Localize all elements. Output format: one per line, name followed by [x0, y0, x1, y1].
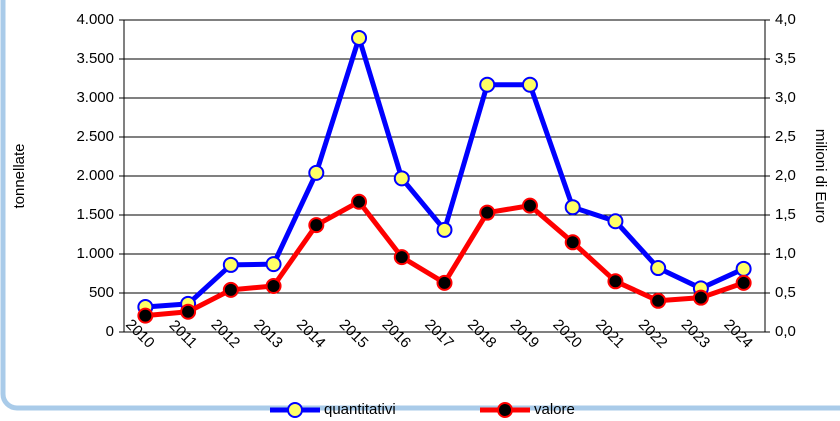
y2-axis-label: milioni di Euro [812, 129, 829, 223]
y2-tick-label: 3,0 [775, 89, 796, 106]
legend-label: valore [534, 401, 575, 418]
legend-label: quantitativi [324, 401, 396, 418]
data-point [436, 274, 453, 291]
data-point [308, 164, 325, 181]
data-point [351, 193, 368, 210]
y-tick-label: 4.000 [76, 11, 114, 28]
data-point [308, 217, 325, 234]
data-point [735, 274, 752, 291]
data-point [650, 292, 667, 309]
data-point [222, 281, 239, 298]
y-tick-label: 2.500 [76, 128, 114, 145]
data-point [521, 197, 538, 214]
data-point [265, 277, 282, 294]
data-point [351, 29, 368, 46]
data-point [735, 260, 752, 277]
y-tick-label: 0 [106, 323, 114, 340]
data-point [180, 303, 197, 320]
data-point [607, 273, 624, 290]
y2-tick-label: 1,5 [775, 206, 796, 223]
y2-tick-label: 2,5 [775, 128, 796, 145]
legend-marker [497, 402, 513, 418]
y2-tick-label: 0,0 [775, 323, 796, 340]
y-tick-label: 2.000 [76, 167, 114, 184]
data-point [222, 256, 239, 273]
y2-tick-label: 0,5 [775, 284, 796, 301]
legend-marker [287, 402, 303, 418]
y-tick-label: 1.000 [76, 245, 114, 262]
data-point [265, 256, 282, 273]
data-point [137, 307, 154, 324]
y2-tick-label: 4,0 [775, 11, 796, 28]
data-point [521, 76, 538, 93]
data-point [393, 249, 410, 266]
data-point [607, 213, 624, 230]
data-point [564, 234, 581, 251]
y2-tick-label: 2,0 [775, 167, 796, 184]
data-point [436, 221, 453, 238]
data-point [393, 170, 410, 187]
data-point [650, 260, 667, 277]
y2-tick-label: 1,0 [775, 245, 796, 262]
data-point [564, 199, 581, 216]
y-tick-label: 3.000 [76, 89, 114, 106]
data-point [692, 289, 709, 306]
y-axis-label: tonnellate [11, 143, 28, 208]
data-point [479, 76, 496, 93]
data-point [479, 204, 496, 221]
y-tick-label: 1.500 [76, 206, 114, 223]
y-tick-label: 3.500 [76, 50, 114, 67]
y2-tick-label: 3,5 [775, 50, 796, 67]
y-tick-label: 500 [89, 284, 114, 301]
